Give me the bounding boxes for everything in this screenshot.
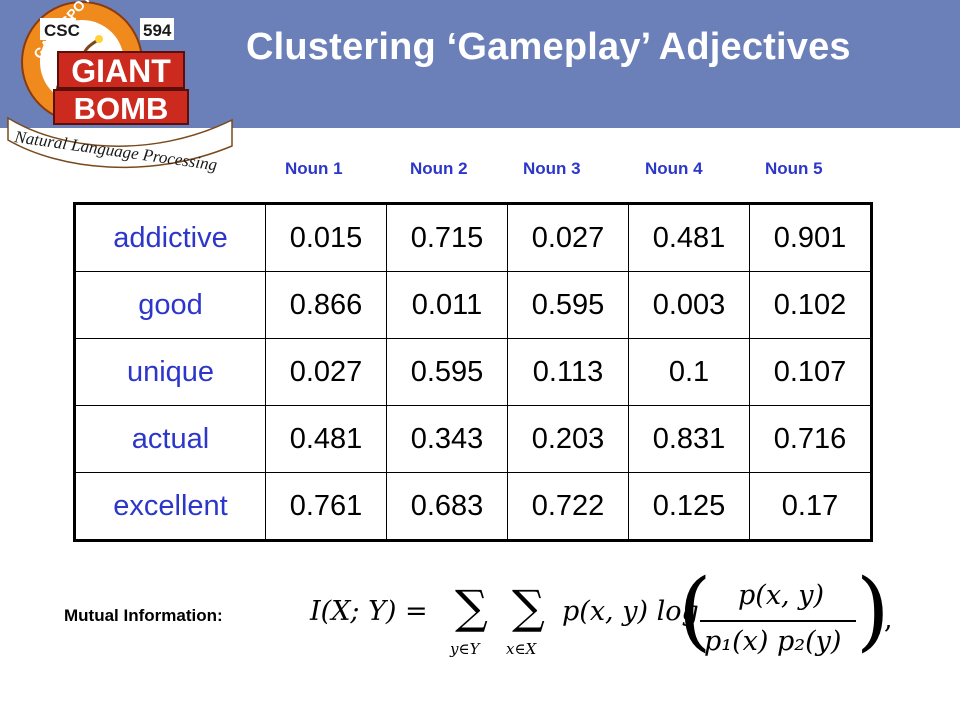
value-cell: 0.113 [507, 338, 629, 406]
adjective-cell: addictive [74, 203, 266, 272]
logo-course-text: CSC [44, 21, 80, 40]
value-cell: 0.17 [749, 472, 872, 541]
sum-inner-subscript: x∈X [506, 640, 537, 658]
value-cell: 0.102 [749, 271, 872, 339]
value-cell: 0.761 [265, 472, 387, 541]
logo-bomb-text: BOMB [74, 91, 169, 126]
value-cell: 0.715 [386, 203, 508, 272]
table-row: good 0.866 0.011 0.595 0.003 0.102 [74, 271, 872, 339]
value-cell: 0.015 [265, 203, 387, 272]
value-cell: 0.343 [386, 405, 508, 473]
table-row: excellent 0.761 0.683 0.722 0.125 0.17 [74, 472, 872, 541]
table-row: actual 0.481 0.343 0.203 0.831 0.716 [74, 405, 872, 473]
logo-number-text: 594 [143, 21, 172, 40]
mutual-information-label: Mutual Information: [64, 606, 223, 625]
value-cell: 0.831 [628, 405, 750, 473]
value-cell: 0.107 [749, 338, 872, 406]
value-cell: 0.481 [265, 405, 387, 473]
value-cell: 0.595 [507, 271, 629, 339]
table-row: unique 0.027 0.595 0.113 0.1 0.107 [74, 338, 872, 406]
formula-denominator: p₁(x) p₂(y) [704, 626, 842, 657]
value-cell: 0.1 [628, 338, 750, 406]
value-cell: 0.481 [628, 203, 750, 272]
fraction-bar [700, 620, 856, 622]
value-cell: 0.595 [386, 338, 508, 406]
noun-header: Noun 4 [645, 159, 703, 178]
value-cell: 0.027 [507, 203, 629, 272]
mutual-information-formula: I(X; Y) = ∑ y∈Y ∑ x∈X p(x, y) log ( p(x,… [300, 568, 900, 668]
formula-numerator: p(x, y) [738, 580, 824, 611]
value-cell: 0.011 [386, 271, 508, 339]
adjective-cell: good [74, 271, 266, 339]
noun-header: Noun 2 [410, 159, 468, 178]
value-cell: 0.683 [386, 472, 508, 541]
value-cell: 0.716 [749, 405, 872, 473]
right-paren-icon: ) [856, 561, 890, 661]
formula-summand: p(x, y) log [562, 596, 699, 627]
sum-outer-subscript: y∈Y [450, 640, 480, 658]
adjective-cell: excellent [74, 472, 266, 541]
giant-bomb-logo-icon: GIANT BOMB GAMESPOT CSC 594 Natural Lang… [7, 0, 233, 174]
adjective-cell: unique [74, 338, 266, 406]
sum-outer-icon: ∑ [455, 580, 488, 634]
adjective-cell: actual [74, 405, 266, 473]
course-logo: GIANT BOMB GAMESPOT CSC 594 Natural Lang… [0, 0, 240, 180]
value-cell: 0.722 [507, 472, 629, 541]
value-cell: 0.866 [265, 271, 387, 339]
formula-trailing: , [884, 604, 893, 635]
value-cell: 0.125 [628, 472, 750, 541]
value-cell: 0.027 [265, 338, 387, 406]
mutual-information-table: addictive 0.015 0.715 0.027 0.481 0.901 … [73, 202, 873, 542]
table-row: addictive 0.015 0.715 0.027 0.481 0.901 [74, 203, 872, 272]
slide-title: Clustering ‘Gameplay’ Adjectives [246, 26, 851, 68]
value-cell: 0.003 [628, 271, 750, 339]
noun-header: Noun 3 [523, 159, 581, 178]
logo-giant-text: GIANT [71, 53, 171, 89]
sum-inner-icon: ∑ [512, 580, 545, 634]
left-paren-icon: ( [678, 561, 712, 661]
noun-header: Noun 5 [765, 159, 823, 178]
formula-lhs: I(X; Y) = [310, 596, 428, 627]
value-cell: 0.203 [507, 405, 629, 473]
value-cell: 0.901 [749, 203, 872, 272]
noun-header: Noun 1 [285, 159, 343, 178]
